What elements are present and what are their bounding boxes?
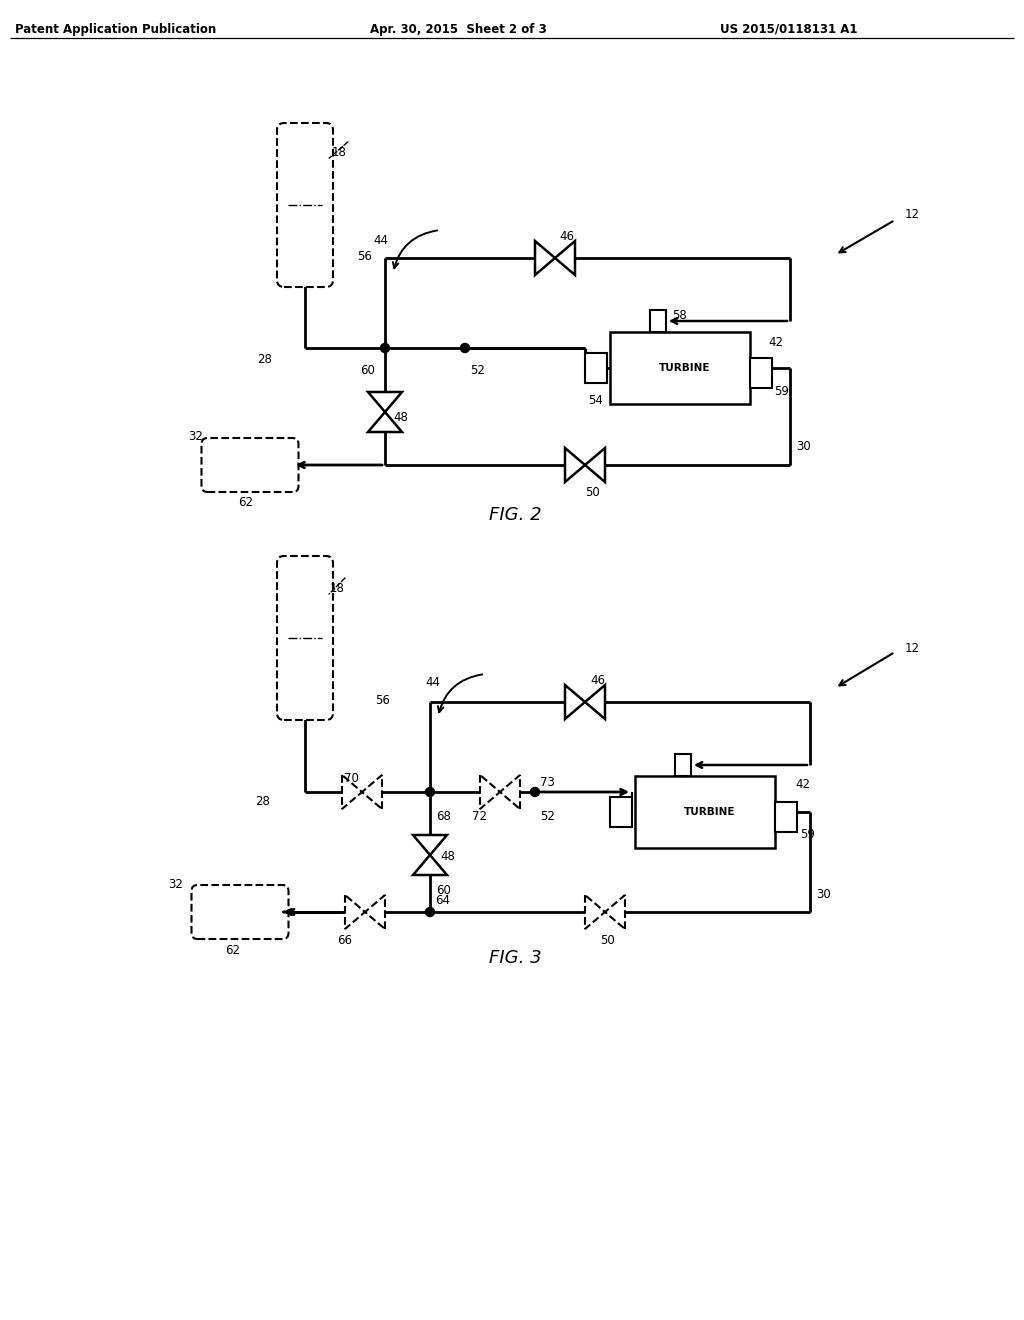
- FancyBboxPatch shape: [202, 438, 299, 492]
- Text: TURBINE: TURBINE: [659, 363, 711, 374]
- Bar: [585, 352, 607, 383]
- Text: 58: 58: [672, 309, 687, 322]
- Polygon shape: [362, 775, 382, 809]
- Polygon shape: [585, 447, 605, 482]
- Bar: [750, 358, 772, 388]
- Text: 28: 28: [257, 354, 272, 367]
- Text: 44: 44: [373, 234, 388, 247]
- Text: 68: 68: [436, 809, 451, 822]
- Text: 18: 18: [330, 582, 345, 594]
- Text: 48: 48: [393, 411, 408, 424]
- Circle shape: [426, 788, 434, 796]
- Text: 32: 32: [168, 878, 183, 891]
- Text: 59: 59: [800, 829, 815, 842]
- Polygon shape: [345, 895, 365, 929]
- Text: 60: 60: [360, 363, 375, 376]
- Text: 56: 56: [375, 693, 390, 706]
- Text: 72: 72: [472, 809, 487, 822]
- Text: 54: 54: [588, 393, 603, 407]
- Bar: [610, 333, 750, 404]
- FancyBboxPatch shape: [278, 123, 333, 286]
- Text: US 2015/0118131 A1: US 2015/0118131 A1: [720, 22, 857, 36]
- Text: 59: 59: [774, 384, 788, 397]
- Text: TURBINE: TURBINE: [684, 807, 736, 817]
- Polygon shape: [585, 895, 605, 929]
- Text: FIG. 2: FIG. 2: [488, 506, 542, 524]
- Polygon shape: [585, 685, 605, 719]
- Text: 12: 12: [905, 642, 920, 655]
- Text: 42: 42: [795, 777, 810, 791]
- Bar: [610, 797, 632, 828]
- Text: 30: 30: [816, 887, 830, 900]
- Text: 50: 50: [600, 933, 614, 946]
- Polygon shape: [413, 855, 447, 875]
- Text: 12: 12: [905, 209, 920, 222]
- FancyBboxPatch shape: [191, 884, 289, 939]
- Bar: [675, 754, 691, 776]
- Polygon shape: [480, 775, 500, 809]
- Text: 62: 62: [225, 944, 240, 957]
- Bar: [650, 310, 666, 333]
- Text: 32: 32: [188, 430, 203, 444]
- Text: 18: 18: [332, 147, 347, 160]
- Polygon shape: [605, 895, 625, 929]
- Text: 28: 28: [255, 796, 270, 808]
- Text: 73: 73: [540, 776, 555, 788]
- Text: 48: 48: [440, 850, 455, 863]
- Text: 64: 64: [435, 894, 450, 907]
- Text: 46: 46: [590, 673, 605, 686]
- Bar: [635, 776, 775, 847]
- Polygon shape: [500, 775, 520, 809]
- Polygon shape: [368, 412, 402, 432]
- Text: 50: 50: [585, 487, 600, 499]
- Text: 70: 70: [344, 771, 358, 784]
- Polygon shape: [342, 775, 362, 809]
- Text: 46: 46: [559, 230, 574, 243]
- Polygon shape: [413, 836, 447, 855]
- Text: 30: 30: [796, 441, 811, 454]
- FancyBboxPatch shape: [278, 556, 333, 719]
- Text: 44: 44: [425, 676, 440, 689]
- Polygon shape: [565, 685, 585, 719]
- Text: FIG. 3: FIG. 3: [488, 949, 542, 968]
- Polygon shape: [368, 392, 402, 412]
- Polygon shape: [365, 895, 385, 929]
- Circle shape: [461, 343, 469, 352]
- Text: 52: 52: [470, 363, 485, 376]
- Text: 52: 52: [540, 809, 555, 822]
- Text: Apr. 30, 2015  Sheet 2 of 3: Apr. 30, 2015 Sheet 2 of 3: [370, 22, 547, 36]
- Text: Patent Application Publication: Patent Application Publication: [15, 22, 216, 36]
- Polygon shape: [555, 242, 575, 275]
- Text: 42: 42: [768, 337, 783, 350]
- Circle shape: [426, 908, 434, 916]
- Polygon shape: [565, 447, 585, 482]
- Text: 56: 56: [357, 249, 372, 263]
- Text: 60: 60: [436, 883, 451, 896]
- Text: 66: 66: [337, 933, 352, 946]
- Bar: [775, 803, 797, 832]
- Text: 62: 62: [238, 496, 253, 510]
- Polygon shape: [535, 242, 555, 275]
- Circle shape: [381, 343, 389, 352]
- Circle shape: [530, 788, 540, 796]
